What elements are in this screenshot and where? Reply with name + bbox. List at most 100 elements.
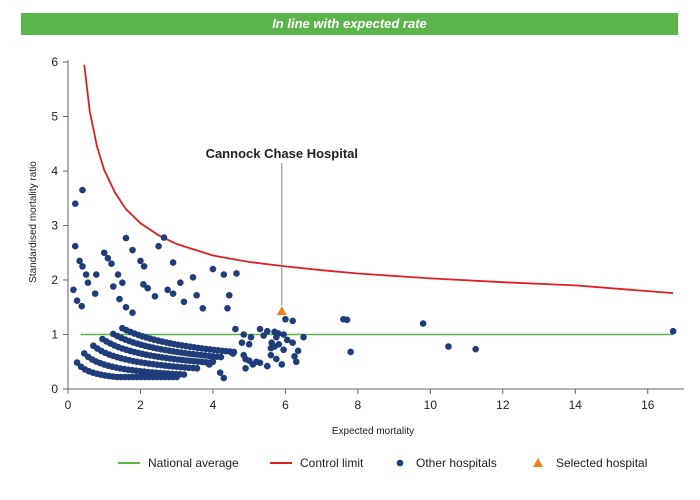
hospital-point [82, 271, 90, 278]
hospital-point [73, 359, 81, 366]
hospital-point [292, 358, 300, 366]
hospital-point [71, 242, 79, 250]
y-tick-label: 6 [51, 55, 58, 69]
hospital-point [263, 362, 271, 370]
y-tick-label: 3 [51, 219, 58, 233]
hospital-point [216, 369, 224, 376]
hospital-point [73, 297, 81, 305]
hospital-point [256, 325, 264, 333]
hospital-point [283, 336, 291, 344]
y-axis-title: Standardised mortality ratio [28, 161, 39, 283]
x-tick-label: 2 [137, 398, 144, 412]
hospital-point [291, 353, 298, 360]
hospital-point [177, 279, 184, 287]
hospital-point [419, 320, 427, 327]
hospital-point [224, 305, 231, 312]
hospital-point [240, 331, 248, 338]
x-tick-label: 16 [641, 398, 655, 412]
hospital-point [104, 254, 112, 262]
hospital-point [122, 303, 130, 311]
hospital-point [100, 249, 108, 257]
hospital-point [472, 345, 479, 353]
hospital-point [140, 263, 148, 270]
hospital-point [140, 281, 147, 288]
hospital-point [78, 302, 86, 310]
legend-label-other-hospitals: Other hospitals [416, 456, 497, 470]
hospital-point [193, 291, 200, 299]
y-tick-label: 5 [51, 110, 58, 124]
x-tick-label: 8 [355, 398, 362, 412]
hospital-point [129, 246, 136, 254]
hospital-point [245, 341, 253, 348]
hospital-point [273, 333, 280, 341]
hospital-point [209, 265, 217, 273]
hospital-point [70, 286, 77, 294]
hospital-point [169, 290, 177, 297]
hospital-point [220, 374, 228, 382]
x-tick-label: 12 [496, 398, 510, 412]
x-tick-label: 6 [282, 398, 289, 412]
hospital-point [242, 364, 249, 372]
legend-label-selected-hospital: Selected hospital [556, 456, 647, 470]
hospital-point [108, 260, 115, 267]
hospital-point [79, 186, 86, 194]
hospital-point [225, 291, 233, 299]
hospital-point [180, 298, 188, 306]
hospital-point [114, 271, 122, 278]
hospital-point [137, 257, 144, 265]
hospital-point [273, 355, 280, 363]
hospital-point [220, 271, 228, 278]
hospital-point [256, 359, 264, 367]
hospital-point [151, 293, 159, 300]
hospital-point [76, 257, 83, 265]
hospital-point [199, 305, 207, 312]
hospital-point [230, 348, 238, 356]
hospital-point [79, 263, 86, 270]
hospital-point [247, 333, 255, 341]
x-tick-label: 14 [569, 398, 583, 412]
hospital-point [278, 361, 286, 368]
x-axis-title: Expected mortality [332, 426, 414, 437]
hospital-point [280, 346, 287, 354]
hospital-point [92, 271, 100, 278]
hospital-point [71, 200, 79, 207]
hospital-point [155, 242, 162, 250]
hospital-point [238, 339, 246, 346]
chart-banner: In line with expected rate [21, 13, 678, 35]
hospital-point [116, 295, 123, 303]
hospital-point [233, 270, 240, 277]
hospital-point [669, 327, 677, 335]
legend-swatch-other-hospitals [396, 459, 404, 467]
hospital-point [267, 351, 275, 359]
hospital-point [206, 359, 214, 366]
hospital-point [289, 317, 296, 325]
hospital-point [289, 339, 296, 346]
y-tick-label: 1 [51, 328, 58, 342]
hospital-point [445, 343, 452, 350]
hospital-point [343, 316, 351, 324]
legend-label-control-limit: Control limit [300, 456, 364, 470]
hospital-point [232, 325, 239, 333]
hospital-point [217, 353, 225, 361]
hospital-point [84, 279, 92, 287]
annotation: Cannock Chase Hospital [206, 146, 358, 306]
hospital-point [294, 347, 302, 355]
hospital-point [263, 327, 271, 335]
legend-label-national-average: National average [148, 456, 239, 470]
y-tick-label: 0 [51, 382, 58, 396]
hospital-point [280, 331, 287, 338]
hospital-point [129, 309, 136, 317]
legend-swatch-selected-hospital [533, 458, 543, 467]
hospital-point [189, 273, 197, 281]
x-tick-label: 10 [424, 398, 438, 412]
hospital-point [260, 332, 267, 339]
x-tick-label: 0 [65, 398, 72, 412]
y-tick-label: 2 [51, 273, 58, 287]
hospital-point [109, 283, 117, 290]
legend: National average Control limit Other hospi… [118, 456, 647, 470]
hospital-point [347, 348, 354, 356]
hospital-point [271, 343, 278, 350]
hospital-point [91, 290, 99, 297]
